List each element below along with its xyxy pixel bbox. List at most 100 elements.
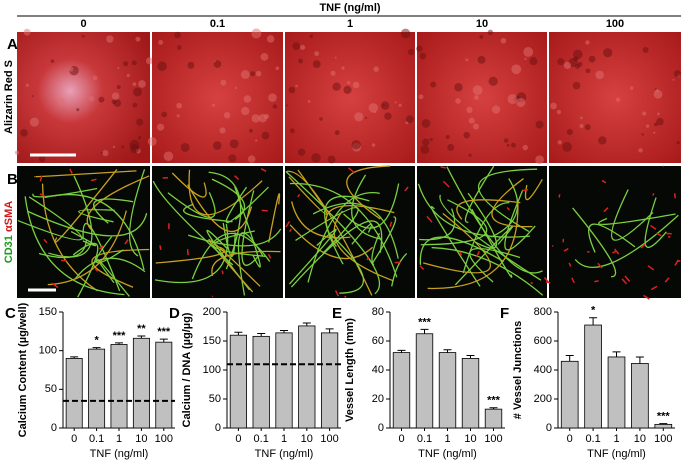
texture — [261, 131, 270, 140]
texture — [76, 108, 80, 112]
vessel — [74, 257, 146, 280]
texture — [455, 98, 461, 104]
texture — [121, 145, 125, 149]
texture — [516, 97, 526, 108]
vessel — [78, 209, 115, 223]
texture — [507, 94, 518, 105]
texture — [334, 56, 337, 59]
texture — [535, 155, 545, 165]
texture — [299, 44, 306, 50]
texture — [511, 142, 516, 148]
sma-cell — [603, 207, 609, 213]
sma-cell — [334, 290, 340, 297]
x-tick-label: 0 — [567, 433, 573, 445]
sma-cell — [98, 245, 104, 250]
texture — [50, 59, 55, 64]
vessel — [241, 190, 259, 266]
y-tick-label: 150 — [203, 335, 221, 347]
texture — [447, 144, 455, 151]
y-tick-label: 20 — [372, 393, 384, 405]
texture — [463, 131, 471, 139]
texture — [332, 82, 341, 91]
significance: *** — [113, 330, 127, 342]
texture — [572, 49, 583, 60]
panel-letter: D — [169, 305, 180, 322]
texture — [116, 84, 121, 89]
error-bar — [257, 332, 266, 337]
sma-cell — [506, 206, 511, 211]
panel-letter: B — [7, 171, 18, 188]
bar — [560, 360, 579, 429]
texture — [131, 60, 137, 66]
vessel — [491, 178, 533, 228]
error-bar — [70, 356, 79, 359]
texture — [642, 111, 647, 116]
error-bar — [137, 335, 146, 339]
texture — [161, 111, 168, 118]
x-axis-label: TNF (ng/ml) — [90, 448, 149, 460]
texture — [418, 94, 424, 100]
vessel — [588, 223, 636, 253]
x-tick-label: 100 — [320, 433, 338, 445]
significance: ** — [137, 323, 146, 335]
sma-cell — [640, 243, 646, 249]
texture — [595, 70, 604, 80]
bar — [461, 357, 480, 429]
bar — [484, 408, 503, 429]
sma-cell — [234, 175, 240, 181]
row-label: CD31 αSMA — [3, 201, 15, 263]
texture — [400, 28, 411, 39]
sma-cell — [624, 275, 631, 283]
bar — [654, 423, 673, 429]
texture — [500, 37, 507, 44]
texture — [535, 120, 544, 129]
error-bar — [443, 349, 452, 353]
texture — [327, 155, 336, 164]
bar — [584, 324, 602, 429]
texture — [92, 75, 98, 81]
sma-cell — [43, 238, 48, 244]
sma-cell — [419, 265, 425, 270]
y-tick-label: 100 — [203, 364, 221, 376]
vessel-image — [417, 166, 547, 298]
vessel — [456, 199, 521, 220]
x-tick-label: 0 — [398, 433, 404, 445]
texture — [656, 117, 664, 126]
texture — [487, 29, 494, 36]
sma-cell — [344, 295, 347, 299]
bar — [88, 348, 106, 429]
sma-cell — [389, 221, 393, 227]
vessel — [208, 238, 261, 293]
vessel — [454, 225, 514, 286]
texture — [31, 95, 34, 98]
texture — [638, 148, 643, 153]
error-bar — [159, 338, 168, 343]
texture — [272, 104, 278, 109]
significance: *** — [657, 411, 671, 423]
texture — [180, 143, 190, 152]
sma-cell — [545, 281, 551, 284]
sma-cell — [652, 193, 655, 196]
vessel — [154, 223, 229, 284]
vessel — [333, 210, 394, 282]
vessel — [72, 242, 99, 298]
texture — [25, 83, 29, 87]
texture — [102, 150, 109, 157]
texture — [556, 109, 562, 115]
vessel — [351, 223, 373, 245]
sma-cell — [94, 268, 99, 272]
sma-cell — [285, 221, 291, 228]
sma-cell — [571, 277, 575, 284]
texture — [136, 118, 144, 126]
texture — [405, 115, 414, 124]
vessel-image — [549, 166, 681, 298]
x-tick-label: 100 — [155, 433, 173, 445]
vessel — [41, 183, 98, 292]
texture — [266, 35, 275, 43]
texture — [408, 49, 415, 56]
texture — [584, 124, 591, 131]
texture — [176, 102, 183, 109]
vessel — [188, 228, 282, 247]
texture — [522, 144, 528, 151]
